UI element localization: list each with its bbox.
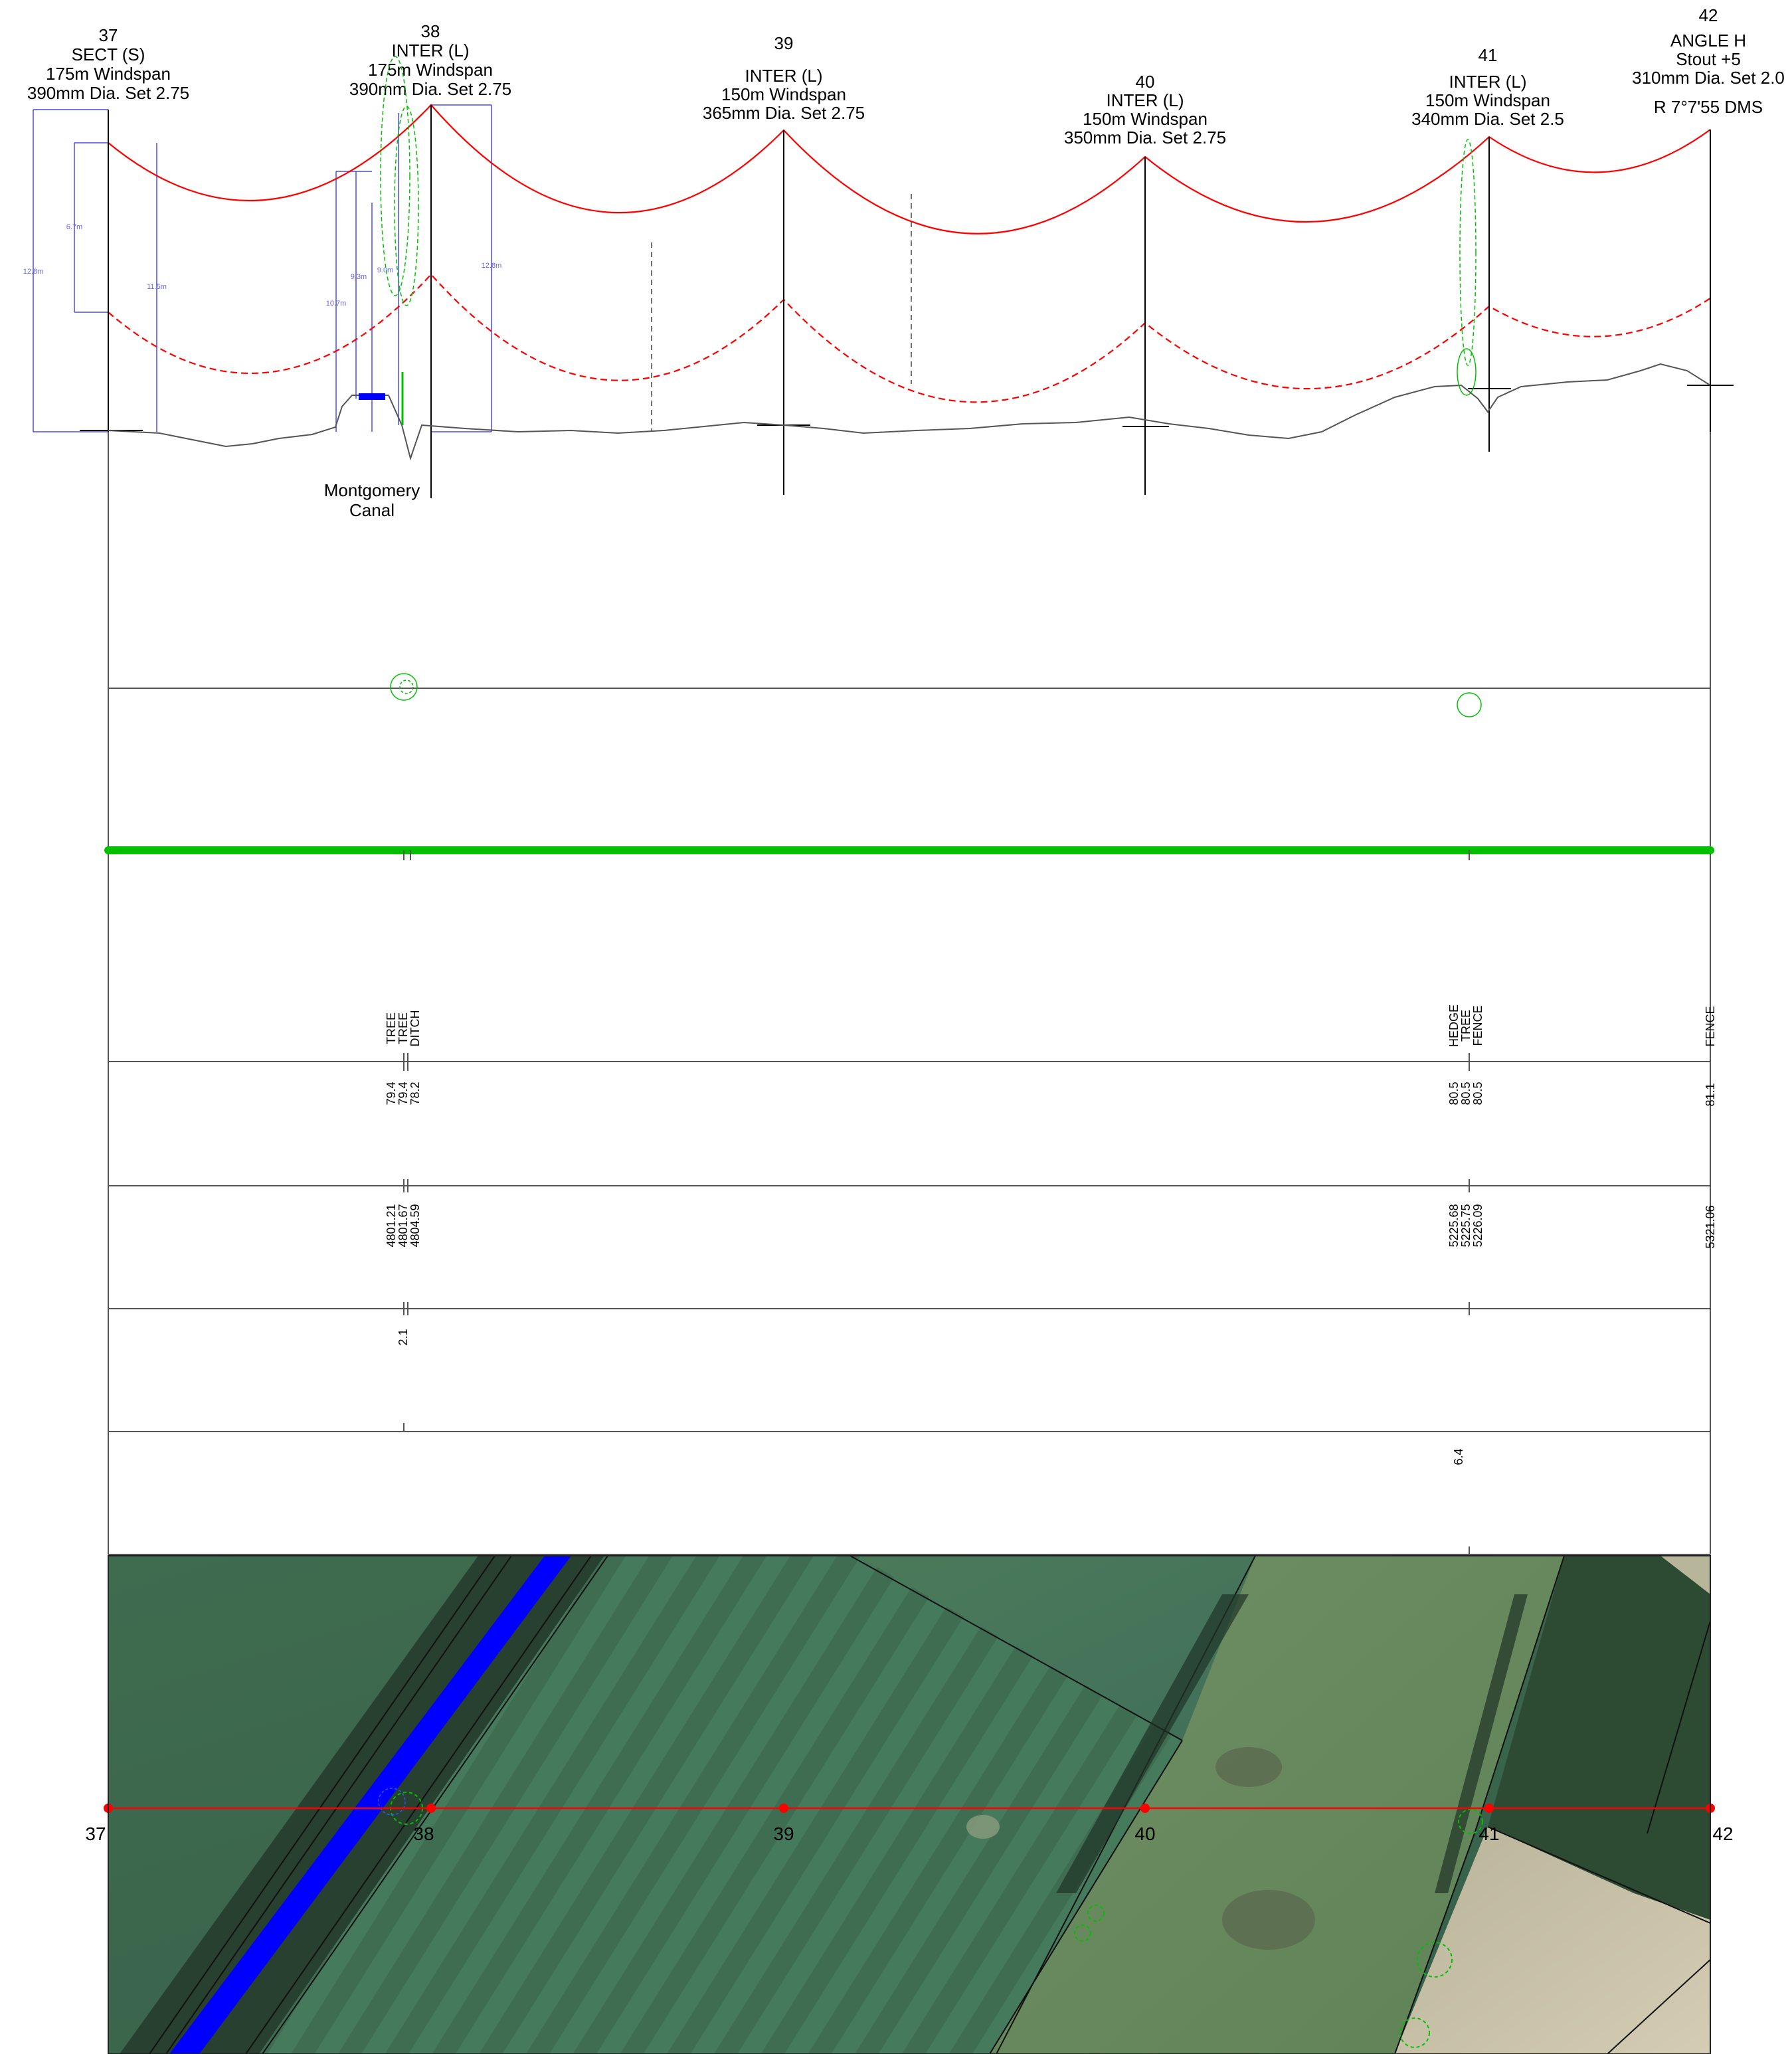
tree-symbol <box>390 673 418 701</box>
pole-type: INTER (L) <box>1107 90 1184 110</box>
feature-group-1: TREE TREE DITCH 79.4 79.4 78.2 4801.21 4… <box>385 1010 422 1346</box>
conductors <box>108 104 1711 403</box>
feature-chainage: 5321.06 <box>1704 1205 1717 1248</box>
tree-profile-41 <box>1457 139 1477 396</box>
feature-clearance: 2.1 <box>397 1329 410 1345</box>
dimension-label: 12.8m <box>482 262 502 270</box>
lower-conductor-dashed <box>108 273 1711 403</box>
pole-angle: R 7°7'55 DMS <box>1654 97 1763 117</box>
pole-windspan: 150m Windspan <box>1083 109 1208 129</box>
pole-spec: 390mm Dia. Set 2.75 <box>349 79 511 99</box>
map-pole-label: 39 <box>773 1823 794 1844</box>
pole-number: 42 <box>1699 5 1718 25</box>
tree-symbol <box>1457 692 1482 717</box>
pole-label-37: 37 SECT (S) 175m Windspan 390mm Dia. Set… <box>27 25 189 103</box>
map-pole-label: 41 <box>1478 1823 1499 1844</box>
pole-spec: 350mm Dia. Set 2.75 <box>1064 128 1226 147</box>
canal-label-line1: Montgomery <box>324 480 420 500</box>
pole-windspan: 150m Windspan <box>721 84 846 104</box>
map-pole-labels: 37 38 39 40 41 42 <box>85 1823 1733 1844</box>
aerial-map: 37 38 39 40 41 42 <box>85 1555 1734 2054</box>
pole-type: INTER (L) <box>392 41 470 60</box>
feature-name: TREE <box>385 1012 398 1044</box>
profile-bands <box>108 432 1711 1555</box>
feature-chainage: 5225.68 <box>1447 1204 1461 1247</box>
map-pole-label: 37 <box>85 1823 106 1844</box>
pole-number: 37 <box>99 25 118 45</box>
feature-chainage: 5226.09 <box>1471 1204 1484 1247</box>
tree-profile-38 <box>380 56 419 425</box>
pole-spec: 340mm Dia. Set 2.5 <box>1411 109 1564 129</box>
pole-type: SECT (S) <box>72 45 145 64</box>
feature-level: 80.5 <box>1459 1081 1473 1105</box>
dimension-label: 6.7m <box>66 223 82 231</box>
pole-label-38: 38 INTER (L) 175m Windspan 390mm Dia. Se… <box>349 21 511 99</box>
feature-chainage: 4801.67 <box>397 1204 410 1247</box>
pole-label-40: 40 INTER (L) 150m Windspan 350mm Dia. Se… <box>1064 72 1226 147</box>
feature-level: 79.4 <box>397 1081 410 1105</box>
feature-name: FENCE <box>1471 1005 1484 1046</box>
canal-label-line2: Canal <box>349 500 395 520</box>
profile-section: 37 SECT (S) 175m Windspan 390mm Dia. Set… <box>23 5 1785 520</box>
feature-name: FENCE <box>1704 1006 1717 1046</box>
tree-plan-symbols <box>390 673 1482 717</box>
pole-spec: 390mm Dia. Set 2.75 <box>27 83 189 103</box>
pole-type: ANGLE H <box>1670 31 1746 50</box>
feature-name: TREE <box>1459 1010 1473 1042</box>
dimension-label: 10.7m <box>326 300 347 308</box>
map-pole-label: 40 <box>1134 1823 1155 1844</box>
feature-group-2: HEDGE TREE FENCE 80.5 80.5 80.5 5225.68 … <box>1447 1004 1484 1465</box>
poles <box>80 105 1734 498</box>
dimension-labels: 12.8m 6.7m 11.5m 10.7m 9.3m 9.0m 12.8m <box>23 223 502 308</box>
dimension-label: 11.5m <box>147 283 167 291</box>
pole-label-42: 42 ANGLE H Stout +5 310mm Dia. Set 2.0 R… <box>1632 5 1785 117</box>
pole-type: INTER (L) <box>745 66 823 86</box>
feature-name: DITCH <box>408 1010 422 1047</box>
feature-name: TREE <box>397 1012 410 1044</box>
pole-windspan: 150m Windspan <box>1425 90 1550 110</box>
feature-chainage: 5225.75 <box>1459 1204 1473 1247</box>
pole-windspan: Stout +5 <box>1676 49 1741 69</box>
dimension-lines <box>33 104 492 432</box>
pole-number: 40 <box>1136 72 1155 92</box>
feature-level: 81.1 <box>1704 1083 1717 1106</box>
pole-number: 38 <box>421 21 440 41</box>
pole-label-39: 39 INTER (L) 150m Windspan 365mm Dia. Se… <box>703 33 865 123</box>
dimension-label: 12.8m <box>23 268 44 276</box>
feature-chainage: 4801.21 <box>385 1204 398 1247</box>
pole-type: INTER (L) <box>1449 72 1527 92</box>
feature-ticks <box>403 850 1711 1554</box>
feature-level: 80.5 <box>1471 1081 1484 1105</box>
map-pole-label: 38 <box>413 1823 434 1844</box>
feature-level: 78.2 <box>408 1081 422 1105</box>
dimension-label: 9.0m <box>377 266 393 274</box>
ground-profile <box>108 363 1711 461</box>
dimension-label: 9.3m <box>351 273 367 281</box>
canal-water-plan <box>169 1556 571 2054</box>
pole-spec: 365mm Dia. Set 2.75 <box>703 103 865 123</box>
feature-clearance: 6.4 <box>1452 1448 1465 1465</box>
span-markers <box>651 194 912 432</box>
pole-number: 39 <box>774 33 794 53</box>
feature-level: 79.4 <box>385 1081 398 1105</box>
feature-name: HEDGE <box>1447 1004 1461 1047</box>
feature-level: 80.5 <box>1447 1081 1461 1105</box>
map-pole-label: 42 <box>1712 1823 1733 1844</box>
feature-chainage: 4804.59 <box>408 1204 422 1247</box>
pole-windspan: 175m Windspan <box>368 60 493 80</box>
feature-group-3: FENCE 81.1 5321.06 <box>1704 1006 1717 1248</box>
pole-label-41: 41 INTER (L) 150m Windspan 340mm Dia. Se… <box>1411 45 1564 129</box>
pole-number: 41 <box>1478 45 1498 65</box>
pole-spec: 310mm Dia. Set 2.0 <box>1632 68 1785 88</box>
canal-water <box>359 393 385 400</box>
pole-windspan: 175m Windspan <box>46 64 171 84</box>
